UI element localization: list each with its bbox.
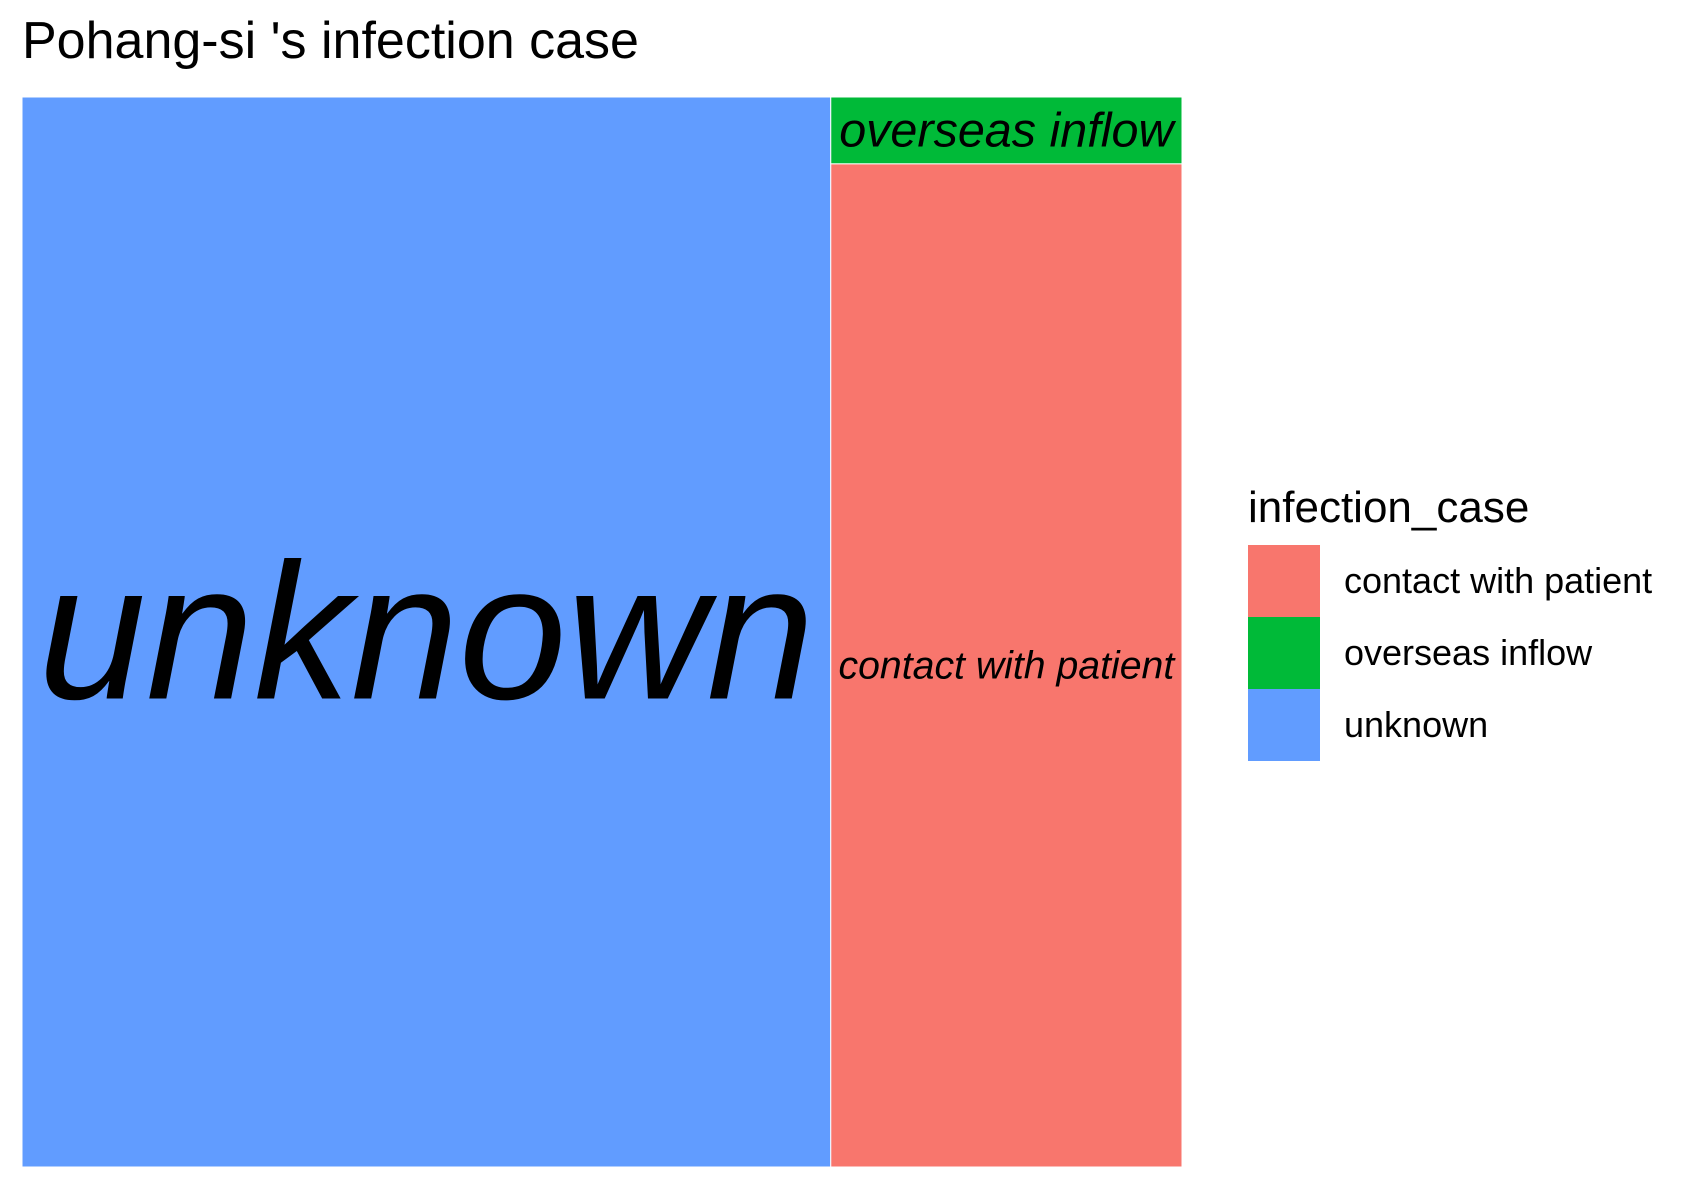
legend-label-overseas-inflow: overseas inflow xyxy=(1344,631,1593,673)
legend: infection_case contact with patient overs… xyxy=(1248,482,1652,761)
legend-item-overseas-inflow: overseas inflow xyxy=(1248,616,1652,689)
legend-key-overseas-inflow xyxy=(1248,616,1320,689)
legend-label-unknown: unknown xyxy=(1344,703,1489,745)
legend-items: contact with patient overseas inflow unkno… xyxy=(1248,544,1653,761)
tile-label-unknown: unknown xyxy=(38,524,814,741)
legend-key-contact-with-patient xyxy=(1248,544,1320,617)
legend-item-contact-with-patient: contact with patient xyxy=(1248,544,1653,617)
tile-unknown xyxy=(22,97,832,1167)
tile-contact-with-patient xyxy=(830,163,1182,1167)
legend-label-contact-with-patient: contact with patient xyxy=(1344,559,1653,601)
legend-item-unknown: unknown xyxy=(1248,688,1652,761)
tile-overseas-inflow xyxy=(830,97,1182,165)
chart-title: Pohang-si 's infection case xyxy=(22,12,639,70)
treemap-plot: unknown overseas inflow contact with patie… xyxy=(22,97,1182,1167)
legend-title: infection_case xyxy=(1248,483,1530,532)
legend-key-unknown xyxy=(1248,688,1320,761)
tile-label-overseas-inflow: overseas inflow xyxy=(839,103,1176,157)
tile-label-contact-with-patient: contact with patient xyxy=(839,643,1177,687)
